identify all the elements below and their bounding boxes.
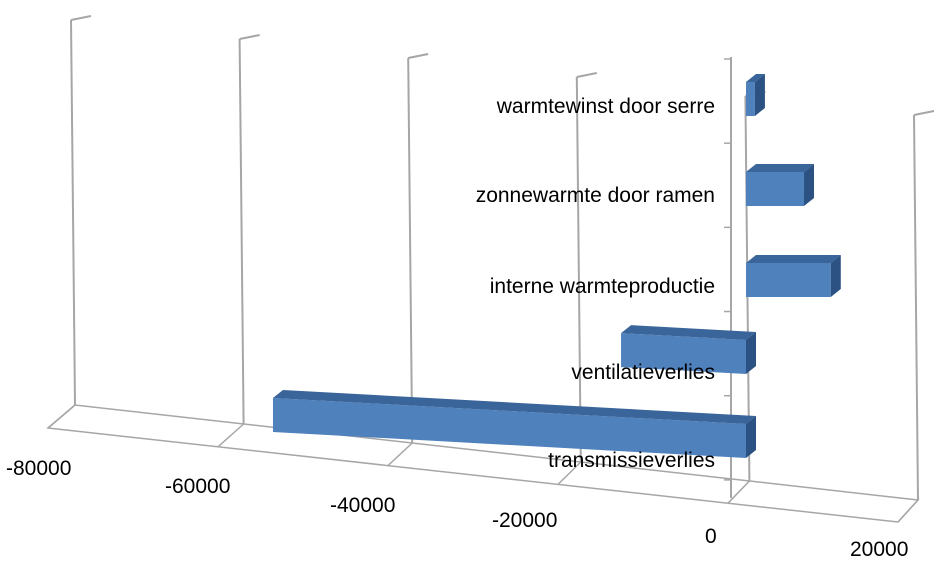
bar-side <box>746 416 756 458</box>
floor-tick <box>727 480 750 504</box>
x-tick-label: -40000 <box>330 494 395 517</box>
bar-top <box>272 389 756 424</box>
x-tick-label: 0 <box>705 525 717 548</box>
bar-side <box>746 332 756 374</box>
category-label: warmtewinst door serre <box>496 95 715 118</box>
labels: warmtewinst door serre zonnewarmte door r… <box>6 95 908 561</box>
bar-front <box>746 82 755 116</box>
bar-5 <box>272 389 756 458</box>
floor-tick <box>217 423 245 448</box>
x-tick-label: -60000 <box>165 475 230 498</box>
x-tick-label: -80000 <box>6 457 71 480</box>
bar-front <box>746 172 805 206</box>
gridline <box>407 57 414 444</box>
bar-front <box>746 263 831 297</box>
category-label: zonnewarmte door ramen <box>476 184 715 207</box>
floor-tick <box>557 461 582 485</box>
floor-tick <box>897 499 919 523</box>
bar-1 <box>746 74 765 116</box>
bar-side <box>830 255 841 297</box>
gridline <box>70 19 76 406</box>
gridline <box>575 76 582 463</box>
bar-front <box>272 397 746 458</box>
bar-top <box>746 255 841 263</box>
gridline-top <box>576 72 597 78</box>
bar-side <box>754 74 765 116</box>
x-tick-label: -20000 <box>492 509 557 532</box>
gridline-top <box>239 34 260 40</box>
bar-top <box>621 325 756 340</box>
bar-front <box>621 333 746 374</box>
bar-side <box>804 164 815 206</box>
bar-top <box>746 74 765 82</box>
floor-tick <box>47 404 76 429</box>
x-tick-label: 20000 <box>850 538 908 561</box>
category-label: transmissieverlies <box>548 449 715 472</box>
bar-top <box>746 164 815 172</box>
floor-tick <box>387 442 413 467</box>
gridline-top <box>913 110 935 116</box>
gridline <box>238 38 245 425</box>
gridline-top <box>70 15 92 21</box>
bar-4 <box>621 325 756 374</box>
category-label: interne warmteproductie <box>490 275 715 298</box>
bar-2 <box>746 164 815 206</box>
bars <box>272 74 841 458</box>
gridline-top <box>408 53 429 59</box>
bar-3 <box>746 255 841 297</box>
gridline <box>913 114 919 501</box>
category-label: ventilatieverlies <box>571 361 715 384</box>
